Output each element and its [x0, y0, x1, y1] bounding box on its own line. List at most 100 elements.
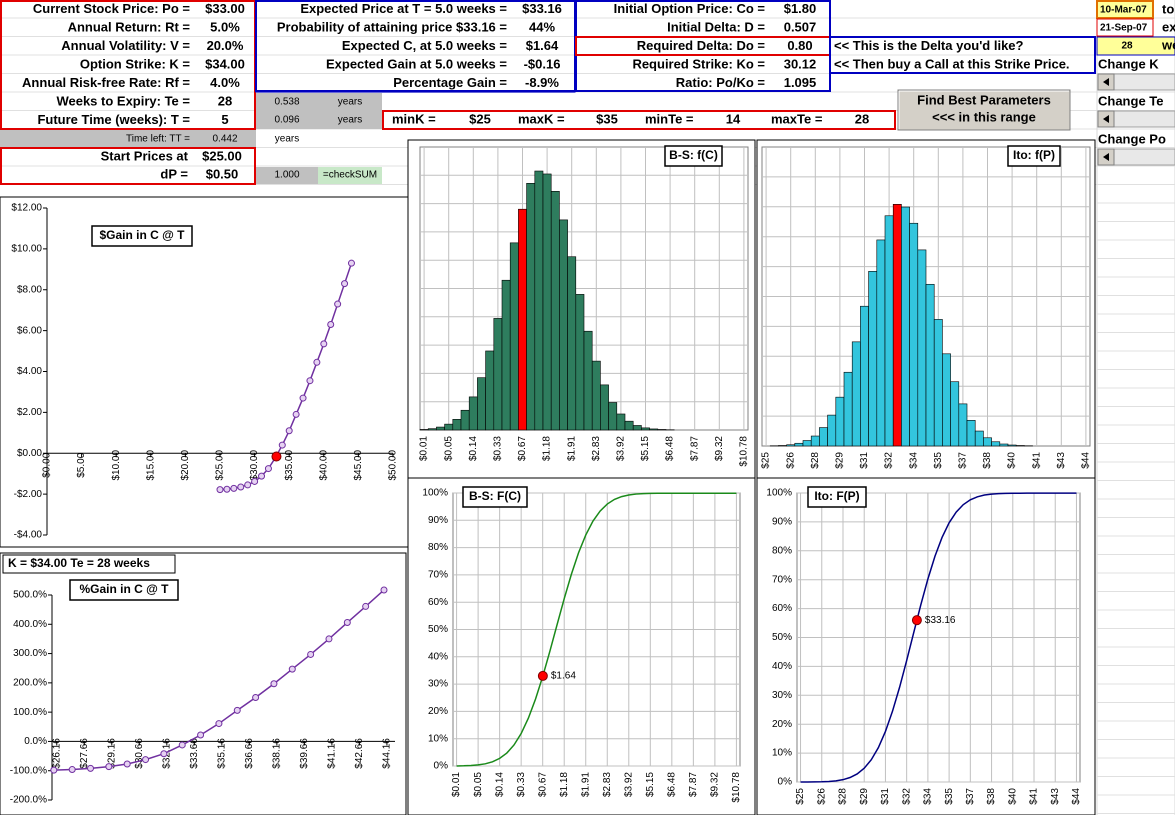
point [244, 481, 252, 489]
bar [802, 440, 812, 447]
cell-text: Change Po [1098, 131, 1166, 146]
bar [657, 429, 667, 431]
x-tick-label: $0.05 [443, 436, 454, 461]
bar [983, 437, 992, 447]
cell-text: $1.64 [526, 38, 559, 53]
bar [942, 353, 951, 447]
bar [1007, 444, 1017, 447]
x-tick-label: $34 [923, 788, 934, 805]
y-tick-label: 50% [772, 632, 792, 643]
point [50, 766, 58, 774]
x-tick-label: $15.00 [145, 450, 156, 481]
point [216, 486, 224, 494]
x-tick-label: $35 [933, 452, 944, 469]
x-tick-label: $41 [1031, 452, 1042, 469]
x-tick-label: $2.83 [591, 436, 602, 461]
cell-text: Required Strike: Ko = [632, 56, 765, 71]
cell-text: $25 [469, 111, 491, 126]
point [270, 680, 278, 688]
cell-text: 1.000 [274, 170, 299, 181]
cell-text: 30.12 [784, 56, 817, 71]
time-left-gray [0, 130, 256, 147]
cell-text: -8.9% [525, 75, 559, 90]
x-tick-label: $38 [986, 788, 997, 805]
bar [851, 341, 861, 447]
x-tick-label: $0.67 [537, 772, 548, 797]
y-tick-label: 70% [772, 574, 792, 585]
bar [559, 219, 568, 431]
x-tick-label: $1.18 [559, 772, 570, 797]
cell-text: years [338, 115, 362, 126]
point [252, 694, 260, 701]
y-tick-label: -100.0% [10, 765, 47, 776]
point [343, 619, 351, 627]
bar [444, 423, 454, 431]
x-tick-label: $31 [859, 452, 870, 469]
x-tick-label: $30.00 [249, 450, 260, 481]
x-tick-label: $3.92 [623, 772, 634, 797]
date-cell [1096, 18, 1154, 37]
checksum-gray [256, 167, 318, 184]
point [258, 472, 266, 480]
x-tick-label: $38.16 [272, 738, 283, 769]
x-tick-label: $9.32 [714, 436, 725, 461]
bar [868, 271, 878, 447]
x-tick-label: $1.91 [580, 772, 591, 797]
x-tick-label: $26 [785, 452, 796, 469]
cell-text: Future Time (weeks): T = [37, 112, 190, 127]
cell-text: <<< in this range [932, 109, 1036, 124]
cell-text: minTe = [645, 111, 694, 126]
cell-text: Annual Return: Rt = [68, 19, 191, 34]
y-tick-label: 70% [428, 570, 448, 581]
cell-text: 1.095 [784, 75, 817, 90]
x-tick-label: $26 [816, 788, 827, 805]
cell-text: 21-Sep-07 [1100, 23, 1148, 34]
point [313, 358, 321, 366]
find-button[interactable] [897, 89, 1071, 131]
bar [567, 256, 577, 431]
y-tick-label: 50% [428, 624, 448, 635]
bar [485, 350, 495, 431]
bar [501, 279, 511, 431]
chart-title: Ito: f(P) [1013, 148, 1055, 162]
point [68, 766, 76, 774]
cell-text: K = $34.00 Te = 28 weeks [8, 556, 150, 570]
cell-text: Annual Volatility: V = [61, 38, 190, 53]
cell-text: 20.0% [207, 38, 244, 53]
point [123, 760, 131, 768]
cell-text: Initial Delta: D = [667, 19, 765, 34]
chart-title-box [462, 486, 528, 508]
cell-text: Weeks to Expiry: Te = [56, 93, 190, 108]
bar [958, 403, 968, 447]
bar [974, 430, 984, 447]
chart-title-box [91, 225, 193, 247]
y-tick-label: 0.0% [24, 736, 47, 747]
x-tick-label: $40 [1007, 452, 1018, 469]
x-tick-label: $10.00 [111, 450, 122, 481]
cell-text: Annual Risk-free Rate: Rf = [22, 75, 190, 90]
bar [575, 294, 585, 431]
bar [884, 215, 894, 447]
scroll-arrow [1103, 115, 1109, 123]
cell-text: 28 [1121, 41, 1133, 52]
highlight-point [271, 451, 282, 462]
cell-text: years [275, 134, 299, 145]
x-tick-label: $30.66 [134, 738, 145, 769]
y-tick-label: 80% [772, 545, 792, 556]
point [237, 483, 245, 491]
x-tick-label: $40.00 [318, 450, 329, 481]
y-tick-label: 200.0% [13, 677, 47, 688]
x-tick-label: $0.14 [468, 436, 479, 461]
x-tick-label: $25 [795, 788, 806, 805]
point [251, 477, 259, 485]
x-tick-label: $29 [859, 788, 870, 805]
x-tick-label: $43 [1056, 452, 1067, 469]
bar [819, 427, 828, 447]
point [223, 485, 231, 493]
bar [641, 427, 650, 431]
point [327, 320, 335, 328]
cell-text: Initial Option Price: Co = [614, 1, 766, 16]
range-box [382, 110, 896, 130]
point [87, 764, 95, 772]
bar [452, 419, 462, 431]
